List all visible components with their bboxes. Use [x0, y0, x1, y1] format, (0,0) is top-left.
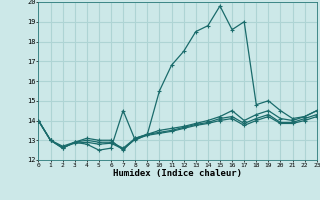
X-axis label: Humidex (Indice chaleur): Humidex (Indice chaleur): [113, 169, 242, 178]
